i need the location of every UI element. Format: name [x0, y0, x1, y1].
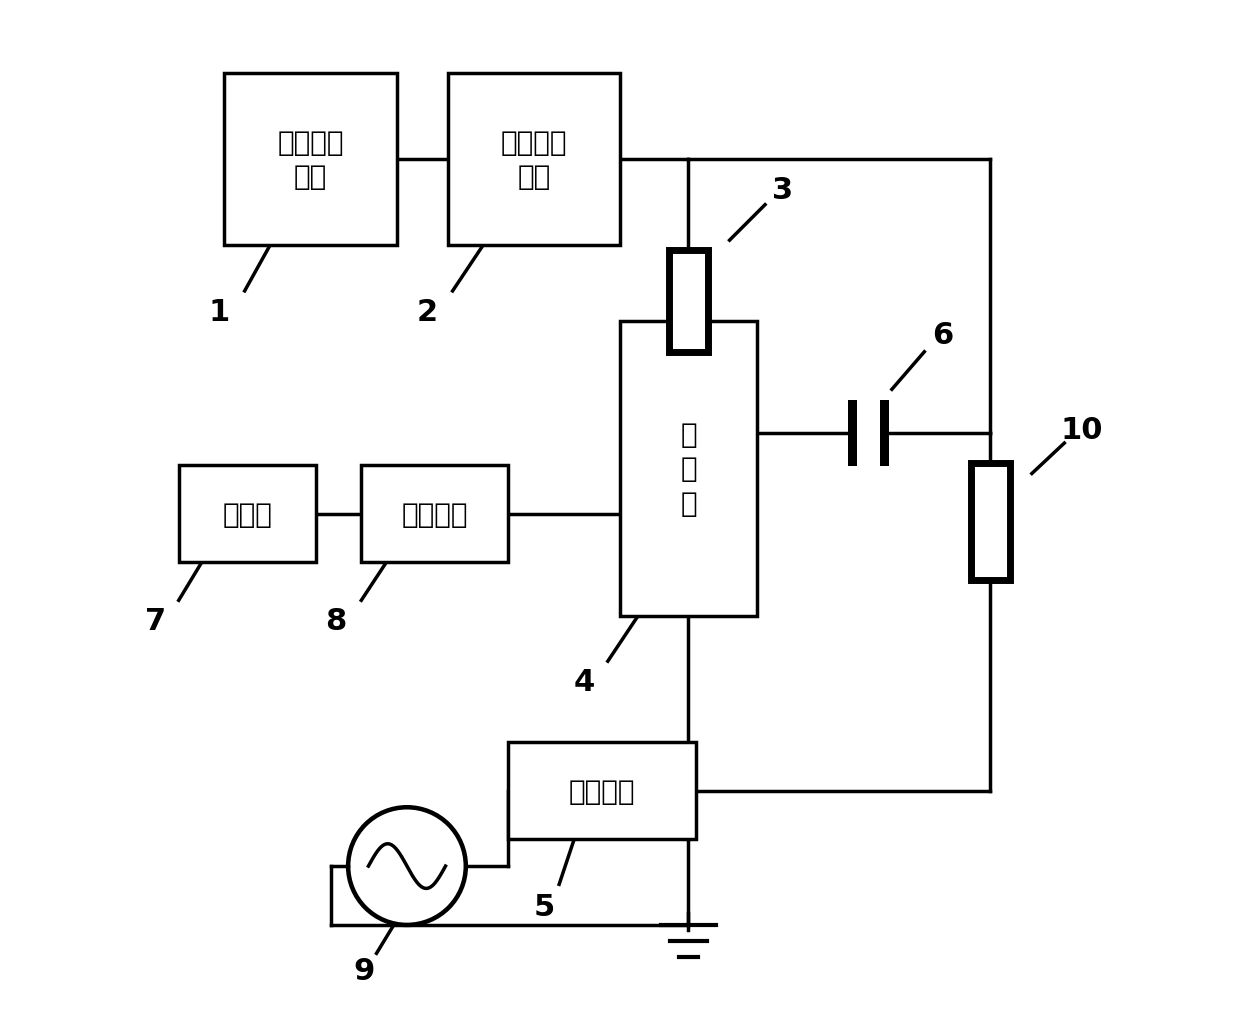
Text: 高压直流
电源: 高压直流 电源 — [501, 128, 567, 192]
Bar — [879, 400, 889, 467]
Text: 激光器: 激光器 — [222, 500, 272, 528]
Bar — [848, 400, 857, 467]
Text: 光路系统: 光路系统 — [402, 500, 469, 528]
Text: 1: 1 — [208, 298, 229, 326]
Text: 8: 8 — [325, 606, 347, 636]
Text: 2: 2 — [417, 298, 438, 326]
Bar — [179, 466, 316, 562]
Text: 放
电
腔: 放 电 腔 — [681, 421, 697, 518]
Text: 3: 3 — [771, 175, 792, 205]
Text: 6: 6 — [932, 321, 954, 350]
Text: 自动控制
系统: 自动控制 系统 — [278, 128, 343, 192]
Text: 7: 7 — [145, 606, 166, 636]
Bar — [670, 251, 708, 353]
Bar — [224, 73, 397, 246]
Text: 测量系统: 测量系统 — [569, 776, 635, 805]
Bar — [620, 322, 756, 615]
Bar — [361, 466, 508, 562]
Text: 4: 4 — [574, 667, 595, 696]
Bar — [508, 743, 696, 839]
Text: 10: 10 — [1060, 416, 1102, 445]
Text: 5: 5 — [533, 893, 554, 921]
Bar — [971, 464, 1009, 581]
Text: 9: 9 — [353, 956, 374, 985]
Bar — [448, 73, 620, 246]
